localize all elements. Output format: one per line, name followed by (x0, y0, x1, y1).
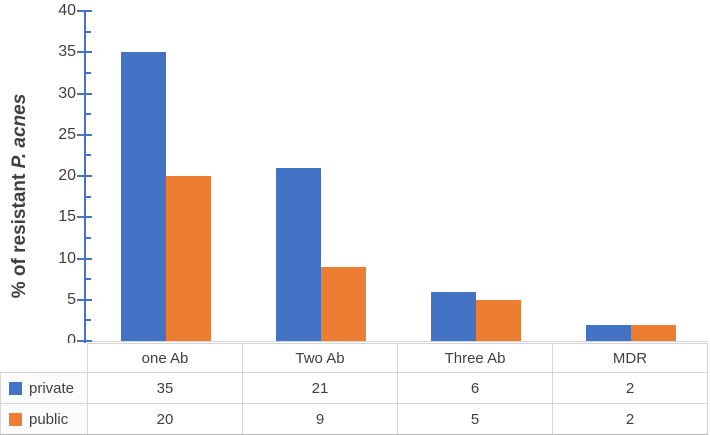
table-value-cell-private: 2 (553, 373, 708, 404)
table-corner-cell (0, 343, 88, 373)
bar-private-mdr (585, 324, 631, 341)
table-value-cell-public: 20 (88, 404, 243, 435)
table-category-cell: Two Ab (243, 343, 398, 373)
y-tick-label: 25 (58, 125, 76, 143)
table-value-cell-public: 2 (553, 404, 708, 435)
y-major-tick (77, 257, 92, 260)
table-category-cell: MDR (553, 343, 708, 373)
table-value-cell-private: 21 (243, 373, 398, 404)
table-value-cell-public: 5 (398, 404, 553, 435)
y-major-tick (77, 298, 92, 301)
y-minor-tick (85, 30, 91, 33)
bar-public-three-ab (475, 299, 521, 341)
y-tick-label: 35 (58, 43, 76, 61)
y-major-tick (77, 51, 92, 54)
y-axis-line (84, 11, 86, 345)
y-minor-tick (85, 71, 91, 74)
y-minor-tick (85, 278, 91, 281)
data-table: one Ab Two Ab Three Ab MDR private 35 21 6 2 publ… (0, 343, 708, 435)
y-minor-tick (85, 113, 91, 116)
y-major-tick (77, 175, 92, 177)
legend-swatch-private (9, 381, 22, 395)
legend-label-private: private (29, 379, 75, 397)
y-major-tick (77, 133, 92, 136)
legend-swatch-public (9, 412, 22, 426)
table-value-cell-public: 9 (243, 404, 398, 435)
legend-cell-public: public (0, 404, 88, 435)
y-minor-tick (85, 195, 91, 198)
bar-private-one-ab (120, 52, 166, 341)
y-minor-tick (85, 319, 91, 322)
y-major-tick (77, 92, 92, 95)
legend-cell-private: private (0, 373, 88, 404)
legend-label-public: public (29, 410, 69, 428)
y-axis-title: % of resistant P. acnes (9, 31, 35, 361)
y-axis-title-species: P. acnes (9, 93, 30, 169)
y-major-tick (77, 216, 92, 219)
bar-private-three-ab (430, 291, 476, 341)
y-tick-label: 10 (58, 249, 76, 267)
bar-public-two-ab (320, 266, 366, 341)
y-tick-label: 20 (58, 167, 76, 184)
y-tick-label: 0 (67, 332, 76, 349)
y-tick-label: 40 (58, 2, 76, 19)
y-major-tick (77, 340, 92, 342)
bar-private-two-ab (275, 167, 321, 341)
table-value-cell-private: 6 (398, 373, 553, 404)
table-category-cell: Three Ab (398, 343, 553, 373)
y-tick-label: 5 (67, 290, 76, 308)
y-minor-tick (85, 236, 91, 239)
y-tick-label: 30 (58, 84, 76, 102)
bar-public-one-ab (165, 176, 211, 341)
y-major-tick (77, 10, 92, 12)
table-category-cell: one Ab (88, 343, 243, 373)
y-minor-tick (85, 154, 91, 157)
table-value-cell-private: 35 (88, 373, 243, 404)
y-tick-label: 15 (58, 208, 76, 226)
y-axis-title-text: % of resistant (9, 168, 30, 299)
bar-public-mdr (630, 324, 676, 341)
x-axis-line (85, 341, 708, 342)
plot-area: % of resistant P. acnes 40 35 30 25 20 15 10 5 0 (9, 2, 708, 349)
